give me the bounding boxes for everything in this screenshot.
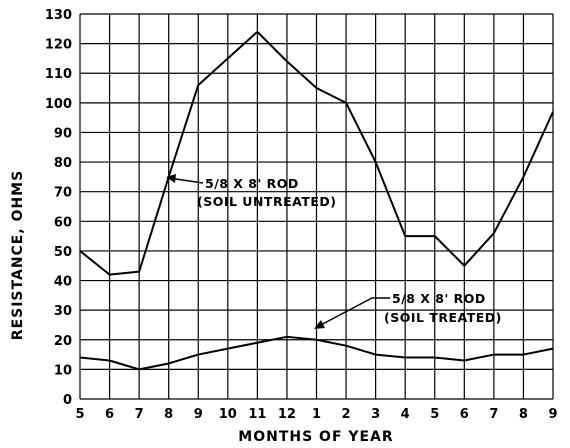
- x-tick-label: 11: [248, 407, 266, 422]
- x-tick-label: 8: [164, 407, 173, 422]
- annotation-untreated-line2: (SOIL UNTREATED): [197, 194, 336, 209]
- x-tick-label: 9: [194, 407, 203, 422]
- y-tick-label: 40: [54, 275, 72, 290]
- y-tick-label: 0: [63, 393, 72, 408]
- series-line-treated: [79, 335, 554, 371]
- y-tick-label: 50: [54, 245, 72, 260]
- y-tick-label: 120: [45, 38, 72, 53]
- x-tick-label: 9: [548, 407, 557, 422]
- y-axis-label: RESISTANCE, OHMS: [10, 170, 26, 340]
- y-tick-label: 10: [54, 363, 72, 378]
- y-tick-label: 130: [45, 8, 72, 23]
- x-tick-label: 5: [75, 407, 84, 422]
- x-tick-label: 4: [401, 407, 410, 422]
- series-line-untreated: [79, 30, 554, 276]
- y-tick-label: 90: [54, 126, 72, 141]
- annotation-treated-leader: [316, 297, 390, 328]
- x-tick-label: 6: [105, 407, 114, 422]
- x-tick-label: 2: [342, 407, 351, 422]
- annotation-untreated-arrowhead: [166, 174, 176, 183]
- x-tick-label: 7: [135, 407, 144, 422]
- x-tick-label: 3: [371, 407, 380, 422]
- y-tick-label: 70: [54, 186, 72, 201]
- y-tick-label: 100: [45, 97, 72, 112]
- x-tick-label: 6: [460, 407, 469, 422]
- y-tick-label: 60: [54, 215, 72, 230]
- y-tick-label: 80: [54, 156, 72, 171]
- y-tick-labels: 0 10 20 30 40 50 60 70 80 90 100 110 120 130: [45, 8, 72, 408]
- grid-lines: [79, 13, 554, 400]
- annotation-treated-arrowhead: [314, 320, 325, 329]
- x-tick-label: 8: [519, 407, 528, 422]
- x-tick-label: 12: [278, 407, 296, 422]
- series-lines: [79, 30, 554, 371]
- x-axis-label: MONTHS OF YEAR: [238, 429, 393, 445]
- x-tick-labels: 5 6 7 8 9 10 11 12 1 2 3 4 5 6 7 8 9: [75, 407, 557, 422]
- annotation-treated-line1: 5/8 X 8' ROD: [392, 291, 486, 306]
- y-tick-label: 20: [54, 334, 72, 349]
- annotation-untreated-line1: 5/8 X 8' ROD: [205, 176, 299, 191]
- x-tick-label: 7: [489, 407, 498, 422]
- annotation-treated-line2: (SOIL TREATED): [384, 310, 502, 325]
- x-tick-label: 10: [219, 407, 237, 422]
- x-tick-label: 5: [430, 407, 439, 422]
- y-tick-label: 30: [54, 304, 72, 319]
- y-tick-label: 110: [45, 67, 72, 82]
- x-tick-label: 1: [312, 407, 321, 422]
